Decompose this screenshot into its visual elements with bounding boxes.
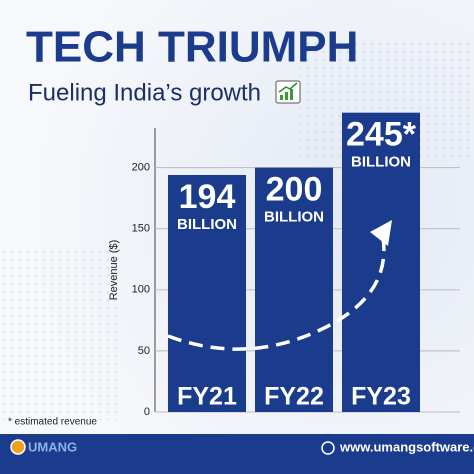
category-label: FY23 [351, 383, 411, 411]
title: TECH TRIUMPH [26, 23, 358, 72]
value-unit: BILLION [351, 154, 411, 171]
category-label: FY22 [264, 383, 324, 411]
value-unit: BILLION [177, 216, 237, 233]
halftone [0, 250, 120, 420]
bar [342, 112, 420, 412]
y-tick-label: 200 [132, 162, 150, 174]
y-tick-label: 50 [138, 345, 150, 357]
y-tick-label: 150 [132, 223, 150, 235]
y-tick-label: 100 [132, 284, 150, 296]
value-label: 245* [346, 116, 417, 154]
value-label: 200 [266, 171, 323, 209]
bar [168, 174, 246, 412]
subtitle: Fueling India’s growth [28, 79, 261, 106]
footer-bar [0, 434, 474, 474]
footnote: * estimated revenue [8, 417, 97, 428]
globe-icon [321, 441, 335, 455]
brand: UMANG [28, 439, 77, 454]
value-label: 194 [179, 178, 236, 216]
category-label: FY21 [177, 383, 237, 411]
website: www.umangsoftware.com [339, 439, 474, 454]
bar [255, 167, 333, 412]
growth-arrow [167, 220, 392, 351]
y-axis-label: Revenue ($) [108, 240, 120, 301]
value-unit: BILLION [264, 209, 324, 226]
growth-icon [275, 80, 301, 104]
brand-logo [10, 439, 26, 455]
y-tick-label: 0 [144, 406, 150, 418]
